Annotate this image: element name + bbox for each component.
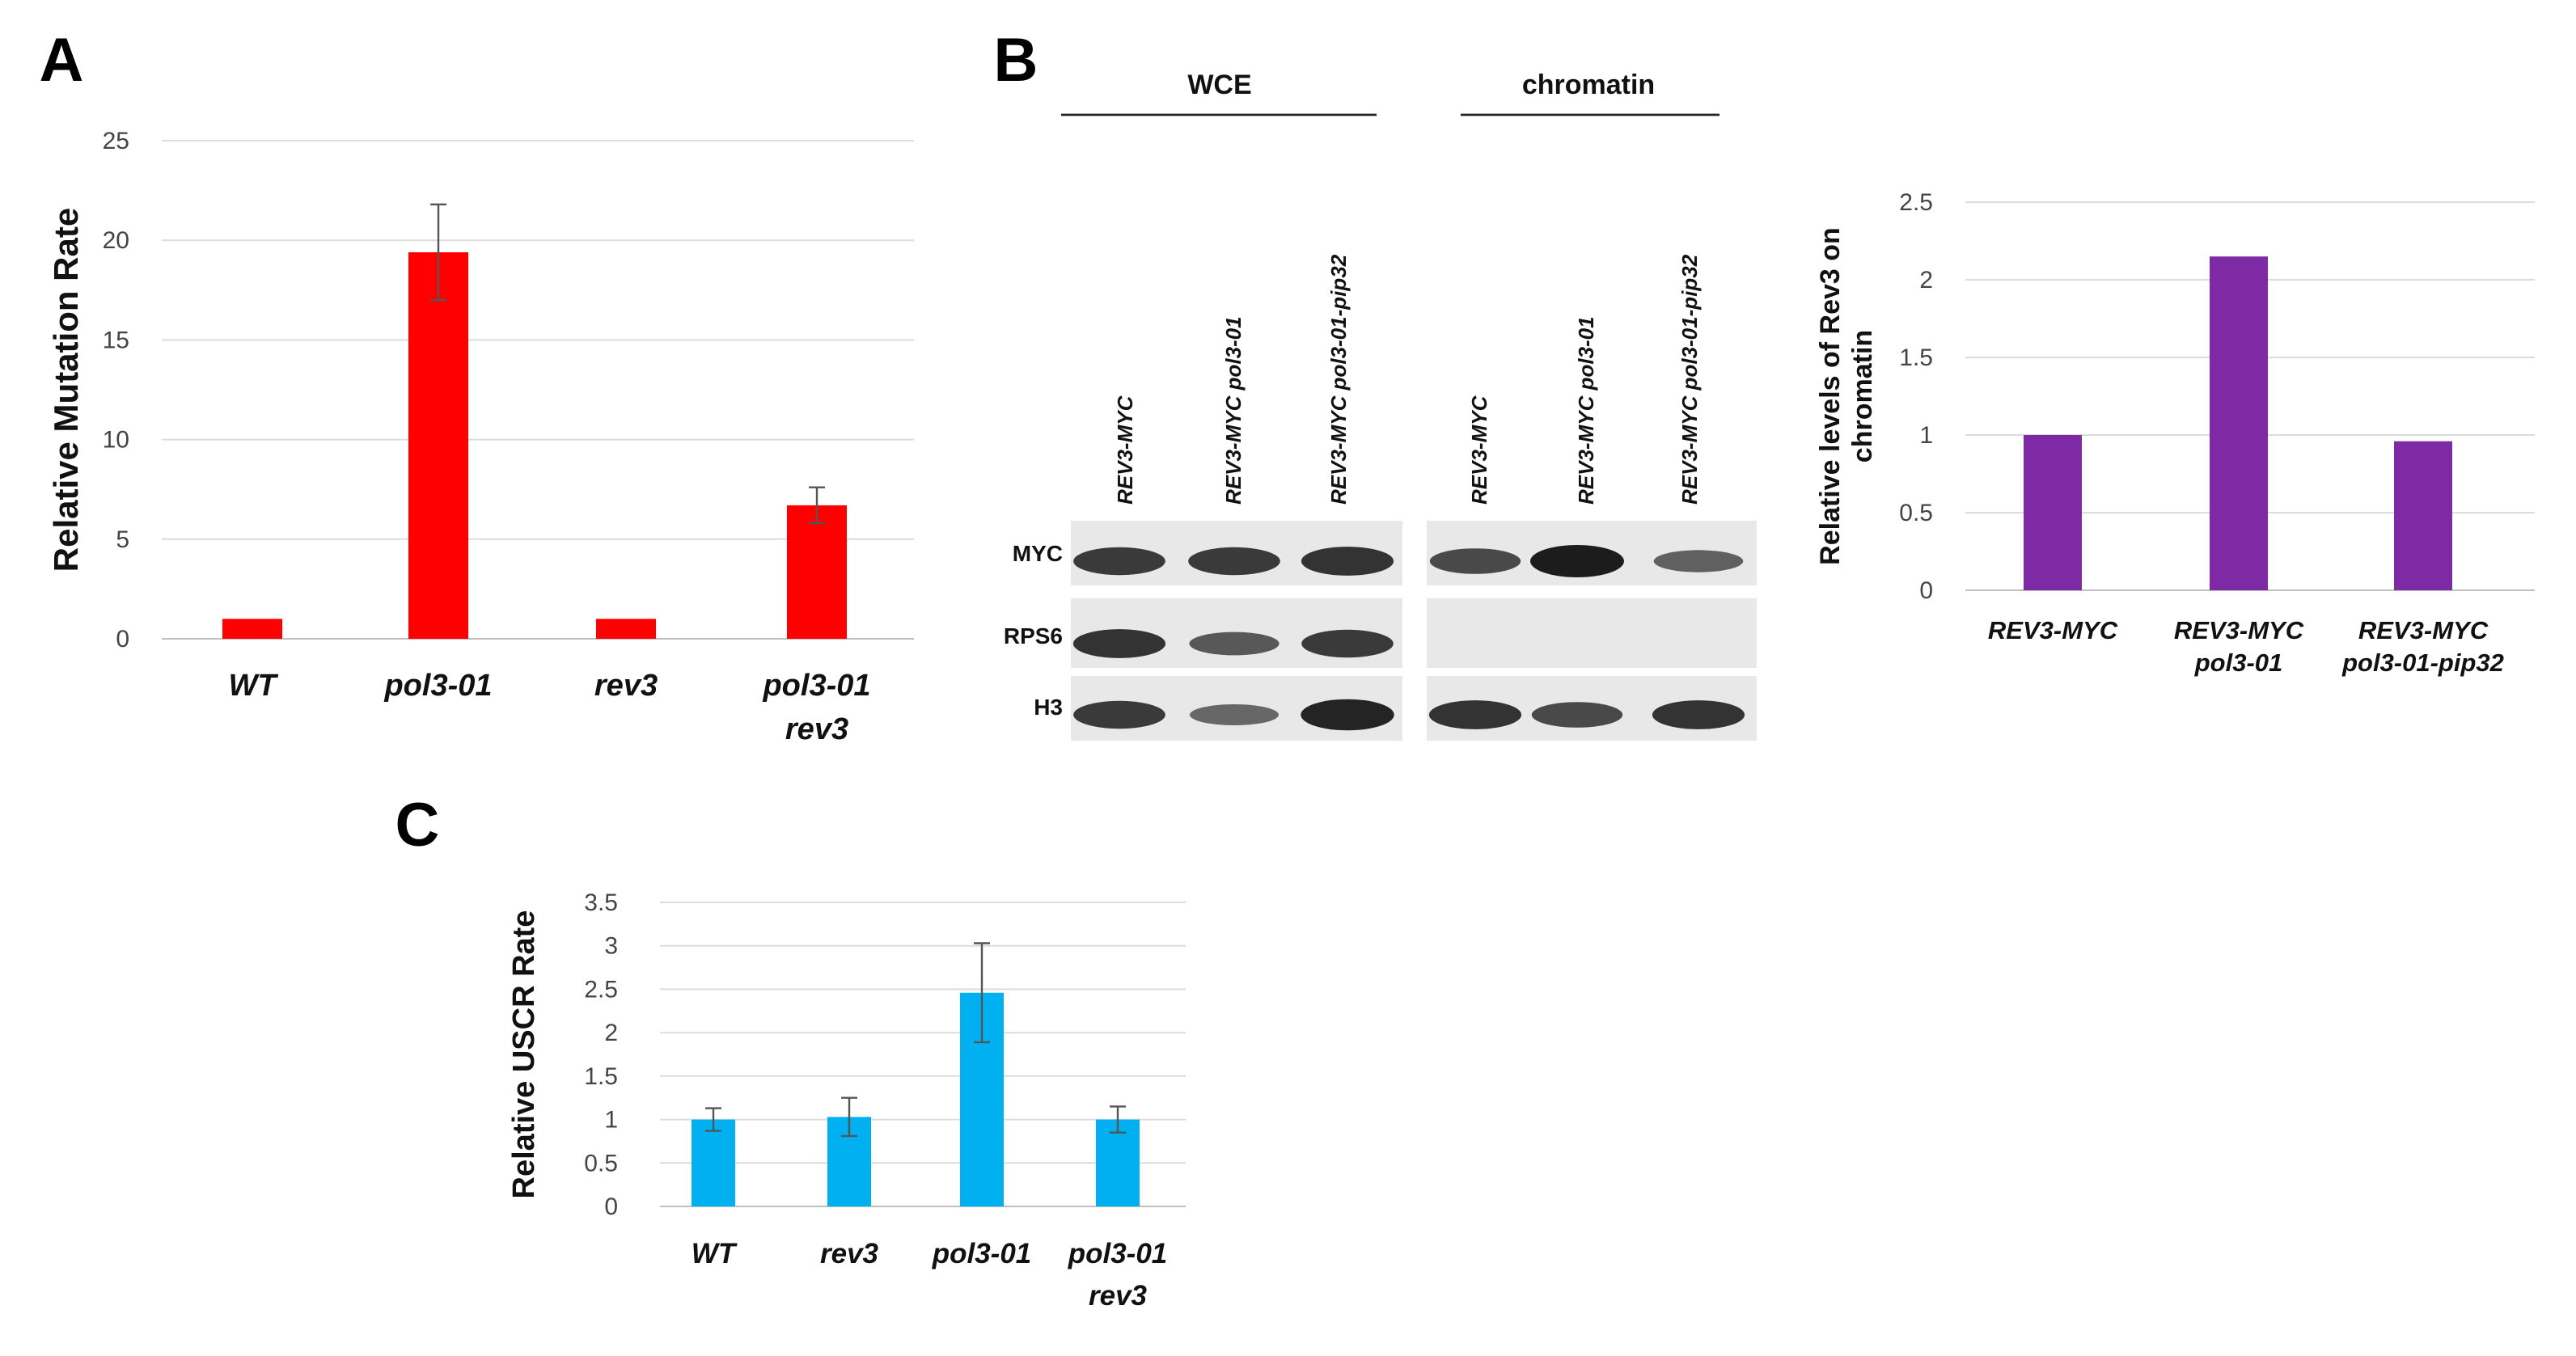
y-tick-label-a: 15: [103, 327, 129, 353]
bar-c: [1096, 1119, 1140, 1206]
chart-b: 0 0.5 1 1.5 2 2.5 Relative levels of Rev3 on ch…: [1815, 189, 2535, 677]
y-tick-label-c: 3.5: [584, 889, 618, 916]
bar-a: [222, 619, 282, 639]
y-tick-label-c: 2: [604, 1020, 618, 1046]
y-tick-label-c: 2.5: [584, 976, 618, 1003]
x-tick-label-a: pol3-01: [383, 669, 492, 703]
blot-band-h3: [1073, 700, 1165, 729]
y-tick-label-a: 25: [103, 128, 129, 154]
blot-band-h3: [1428, 700, 1522, 729]
western-blot: WCE chromatin REV3-MYC REV3-MYC pol3-01 REV3…: [1004, 70, 1745, 731]
blot-lane-label: REV3-MYC pol3-01: [1221, 316, 1246, 505]
blot-band-myc: [1073, 547, 1165, 576]
blot-band-h3: [1301, 699, 1394, 731]
blot-chromatin-rps6: [1427, 598, 1757, 668]
bar-b: [2210, 256, 2268, 590]
y-axis-title-b: chromatin: [1847, 330, 1878, 463]
blot-band-h3: [1531, 702, 1623, 728]
x-tick-label-c: pol3-01: [932, 1238, 1032, 1269]
x-tick-label-c: rev3: [1089, 1280, 1148, 1312]
y-tick-label-b: 0: [1919, 577, 1933, 604]
x-tick-label-a: WT: [228, 669, 278, 703]
y-tick-label-b: 0.5: [1899, 500, 1933, 526]
panel-letter-c: C: [395, 791, 440, 860]
y-tick-label-c: 0: [604, 1193, 618, 1220]
blot-band-myc: [1188, 547, 1280, 576]
y-tick-label-c: 1.5: [584, 1063, 618, 1090]
blot-band-rps6: [1301, 629, 1394, 658]
x-tick-label-a: rev3: [785, 712, 848, 746]
blot-row-label: RPS6: [1004, 623, 1063, 648]
blot-lane-label: REV3-MYC: [1467, 395, 1491, 505]
x-tick-label-c: pol3-01: [1068, 1238, 1168, 1269]
y-axis-title-a: Relative Mutation Rate: [47, 208, 85, 572]
y-tick-label-c: 3: [604, 933, 618, 960]
x-tick-label-a: pol3-01: [762, 669, 870, 703]
bar-c: [692, 1119, 735, 1206]
bar-a: [787, 505, 847, 639]
blot-band-h3: [1190, 704, 1279, 725]
blot-band-rps6: [1189, 632, 1280, 656]
chart-c: 0 0.5 1 1.5 2 2.5 3 3.5 Relative USCR Rate WT rev3…: [507, 889, 1186, 1312]
bar-b: [2394, 441, 2452, 590]
x-tick-label-b: pol3-01: [2194, 648, 2283, 677]
panel-letter-b: B: [994, 26, 1038, 95]
blot-band-rps6: [1072, 629, 1166, 658]
blot-row-label: H3: [1034, 695, 1063, 720]
y-tick-label-b: 1.5: [1899, 344, 1933, 371]
y-tick-label-a: 0: [116, 626, 129, 653]
bar-b: [2024, 435, 2082, 590]
blot-lane-label: REV3-MYC pol3-01: [1574, 316, 1598, 505]
y-tick-label-a: 5: [116, 526, 129, 553]
blot-band-myc: [1301, 547, 1394, 576]
blot-row-label: MYC: [1013, 541, 1063, 566]
y-tick-label-b: 2.5: [1899, 189, 1933, 216]
blot-lane-label: REV3-MYC pol3-01-pip32: [1326, 254, 1351, 505]
y-tick-label-a: 10: [103, 427, 129, 454]
blot-group-label: WCE: [1187, 70, 1251, 100]
blot-group-label: chromatin: [1522, 70, 1655, 100]
y-tick-label-c: 0.5: [584, 1150, 618, 1176]
blot-band-myc: [1530, 545, 1624, 577]
x-tick-label-b: REV3-MYC: [2358, 616, 2489, 644]
x-tick-label-b: REV3-MYC: [1988, 616, 2118, 644]
y-axis-title-c: Relative USCR Rate: [507, 910, 541, 1199]
x-tick-label-c: WT: [692, 1238, 738, 1269]
bar-a: [596, 619, 656, 639]
x-tick-label-a: rev3: [594, 669, 658, 703]
y-tick-label-a: 20: [103, 227, 129, 254]
blot-lane-label: REV3-MYC: [1113, 395, 1137, 505]
x-tick-label-c: rev3: [820, 1238, 879, 1269]
y-tick-label-b: 2: [1919, 267, 1933, 294]
chart-a: 0 5 10 15 20 25 Relative Mutation Rate WT pol3-0…: [47, 128, 914, 746]
y-tick-label-b: 1: [1919, 422, 1933, 449]
bar-a: [408, 251, 468, 639]
panel-letter-a: A: [40, 26, 84, 95]
blot-lane-label: REV3-MYC pol3-01-pip32: [1677, 254, 1702, 505]
blot-band-myc: [1429, 548, 1521, 574]
x-tick-label-b: pol3-01-pip32: [2341, 648, 2504, 677]
x-tick-label-b: REV3-MYC: [2174, 616, 2304, 644]
blot-band-myc: [1653, 550, 1744, 572]
y-tick-label-c: 1: [604, 1107, 618, 1134]
y-axis-title-b: Relative levels of Rev3 on: [1815, 227, 1846, 565]
blot-band-h3: [1652, 700, 1745, 729]
